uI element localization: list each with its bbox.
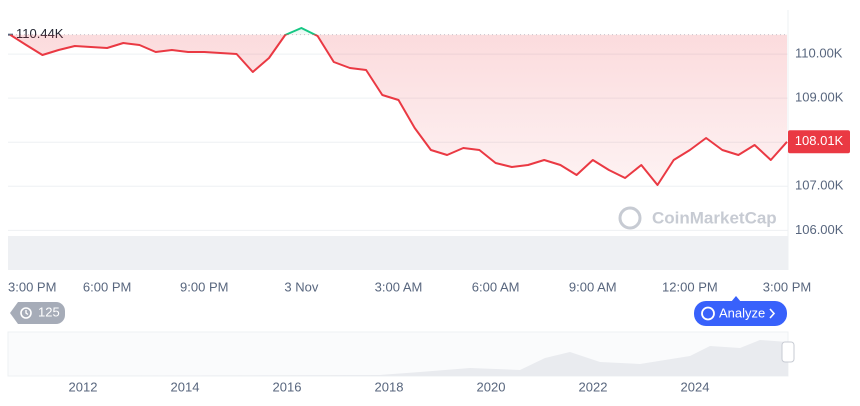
x-tick-label: 3:00 PM <box>8 279 56 294</box>
x-tick-label: 9:00 PM <box>180 279 228 294</box>
navigator-label: 2012 <box>69 379 98 394</box>
x-tick-label: 6:00 PM <box>83 279 131 294</box>
x-tick-label: 3:00 PM <box>763 279 811 294</box>
y-tick-label: 106.00K <box>795 222 844 237</box>
navigator-label: 2014 <box>171 379 200 394</box>
y-tick-label: 110.00K <box>795 46 843 61</box>
price-area <box>10 28 787 185</box>
navigator-label: 2018 <box>375 379 404 394</box>
last-price-label: 108.01K <box>795 133 844 148</box>
navigator-label: 2020 <box>477 379 506 394</box>
navigator-label: 2016 <box>273 379 302 394</box>
x-tick-label: 6:00 AM <box>472 279 520 294</box>
x-tick-label: 12:00 PM <box>662 279 718 294</box>
watermark-text: CoinMarketCap <box>652 208 777 227</box>
history-badge[interactable]: 125 <box>10 302 65 324</box>
badge-text: 125 <box>38 304 60 319</box>
x-tick-label: 3:00 AM <box>375 279 423 294</box>
last-price-tag <box>788 130 850 154</box>
analyze-text: Analyze <box>719 305 765 320</box>
navigator-label: 2024 <box>681 379 710 394</box>
y-tick-label: 107.00K <box>795 178 844 193</box>
watermark: CoinMarketCap <box>618 206 777 230</box>
navigator-label: 2022 <box>579 379 608 394</box>
volume-band <box>8 236 788 270</box>
price-line <box>9 27 788 186</box>
analyze-button[interactable]: Analyze <box>694 296 787 326</box>
navigator <box>7 331 795 377</box>
x-tick-label: 3 Nov <box>284 279 318 294</box>
x-tick-label: 9:00 AM <box>569 279 617 294</box>
y-tick-label: 109.00K <box>795 90 844 105</box>
